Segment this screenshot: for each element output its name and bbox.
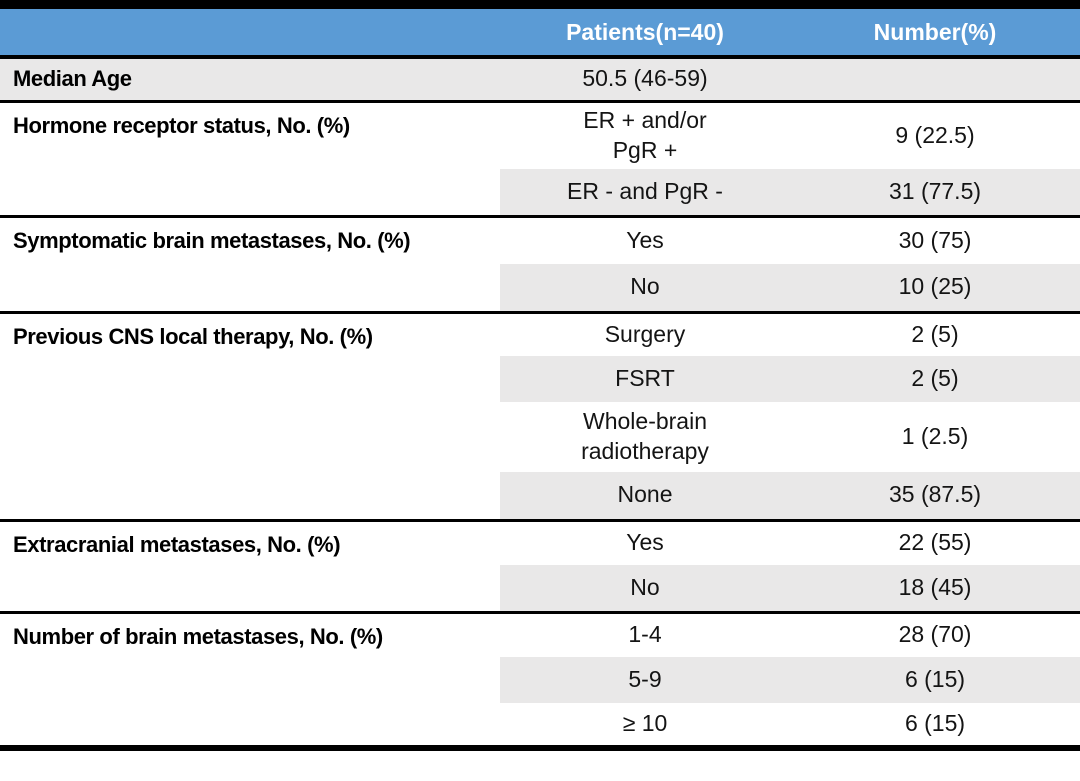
table-row: Median Age 50.5 (46-59)	[0, 57, 1080, 101]
table-row: Previous CNS local therapy, No. (%) Surg…	[0, 310, 1080, 520]
row-label: Number of brain metastases, No. (%)	[0, 610, 500, 748]
table-row: None 35 (87.5)	[0, 472, 1080, 520]
row-label: Hormone receptor status, No. (%)	[0, 99, 500, 216]
value-cell: FSRT	[500, 356, 790, 402]
table-row: 5-9 6 (15)	[0, 657, 1080, 703]
value-cell: No	[500, 264, 790, 312]
table-row: Number of brain metastases, No. (%) 1-4 …	[0, 610, 1080, 748]
value-cell: 1-4	[500, 610, 790, 657]
number-cell: 30 (75)	[790, 214, 1080, 264]
row-label: Extracranial metastases, No. (%)	[0, 518, 500, 612]
value-cell: Surgery	[500, 310, 790, 356]
value-cell: 5-9	[500, 657, 790, 703]
number-cell: 31 (77.5)	[790, 169, 1080, 216]
table-row: Hormone receptor status, No. (%) ER + an…	[0, 99, 1080, 216]
value-cell: None	[500, 472, 790, 520]
number-cell: 35 (87.5)	[790, 472, 1080, 520]
number-cell: 9 (22.5)	[790, 99, 1080, 169]
number-cell: 2 (5)	[790, 310, 1080, 356]
table-row: ER - and PgR - 31 (77.5)	[0, 169, 1080, 216]
value-cell: Whole-brain radiotherapy	[581, 408, 709, 464]
table-row: ≥ 10 6 (15)	[0, 703, 1080, 748]
number-cell: 18 (45)	[790, 565, 1080, 612]
row-label: Symptomatic brain metastases, No. (%)	[0, 214, 500, 312]
number-cell: 1 (2.5)	[901, 423, 969, 450]
header-number: Number(%)	[790, 4, 1080, 59]
table-row: FSRT 2 (5)	[0, 356, 1080, 402]
number-cell	[790, 57, 1080, 101]
value-cell: ER + and/or PgR +	[500, 99, 790, 169]
table-row: Whole-brain radiotherapy 1 (2.5)	[0, 402, 1080, 472]
header-row: Patients(n=40) Number(%)	[0, 4, 1080, 59]
value-cell: No	[500, 565, 790, 612]
value-cell: ≥ 10	[622, 710, 668, 737]
header-patients: Patients(n=40)	[500, 4, 790, 59]
number-cell: 28 (70)	[790, 610, 1080, 657]
value-cell: Yes	[500, 214, 790, 264]
number-cell: 6 (15)	[790, 657, 1080, 703]
number-cell: 10 (25)	[790, 264, 1080, 312]
table-row: Extracranial metastases, No. (%) Yes 22 …	[0, 518, 1080, 612]
number-cell: 6 (15)	[904, 710, 966, 737]
value-cell: 50.5 (46-59)	[500, 57, 790, 101]
row-label: Median Age	[0, 57, 500, 101]
number-cell: 2 (5)	[790, 356, 1080, 402]
number-cell: 22 (55)	[790, 518, 1080, 565]
value-cell: Yes	[500, 518, 790, 565]
row-label: Previous CNS local therapy, No. (%)	[0, 310, 500, 520]
table-row: Symptomatic brain metastases, No. (%) Ye…	[0, 214, 1080, 312]
header-empty-cell	[0, 4, 500, 59]
table-row: No 18 (45)	[0, 565, 1080, 612]
value-cell: ER - and PgR -	[500, 169, 790, 216]
table-row: No 10 (25)	[0, 264, 1080, 312]
patient-characteristics-table: Patients(n=40) Number(%) Median Age 50.5…	[0, 0, 1080, 751]
